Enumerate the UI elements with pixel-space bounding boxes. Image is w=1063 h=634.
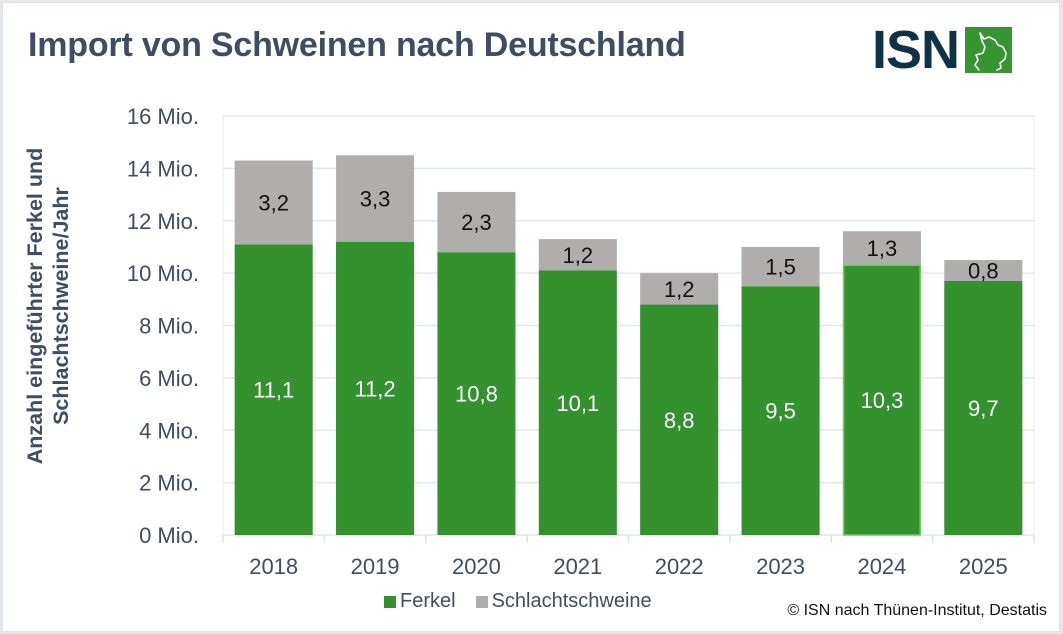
data-label-schlachtschweine-2021: 1,2 — [563, 243, 594, 268]
bar-ferkel-2019 — [336, 241, 415, 535]
data-label-schlachtschweine-2020: 2,3 — [461, 210, 492, 235]
bar-schlachtschweine-2024 — [842, 231, 921, 266]
data-label-ferkel-2018: 11,1 — [253, 378, 294, 403]
data-label-ferkel-2022: 8,8 — [664, 408, 695, 433]
y-tick-label: 10 Mio. — [127, 261, 199, 286]
y-tick-label: 12 Mio. — [127, 209, 199, 234]
x-tick-label-2025: 2025 — [959, 554, 1008, 579]
bar-ferkel-2018 — [234, 244, 313, 535]
chart-title: Import von Schweinen nach Deutschland — [28, 26, 686, 64]
isn-logo: ISN — [872, 20, 1013, 80]
legend-label-schlachtschweine: Schlachtschweine — [491, 590, 652, 612]
data-label-ferkel-2023: 9,5 — [765, 399, 796, 424]
bar-schlachtschweine-2020 — [437, 191, 516, 253]
data-label-schlachtschweine-2019: 3,3 — [360, 186, 391, 211]
x-tick-label-2024: 2024 — [857, 554, 906, 579]
data-label-schlachtschweine-2023: 1,5 — [765, 255, 796, 280]
x-tick-label-2022: 2022 — [655, 554, 704, 579]
x-tick-label-2018: 2018 — [249, 554, 298, 579]
y-tick-label: 4 Mio. — [139, 418, 199, 443]
data-label-schlachtschweine-2024: 1,3 — [867, 236, 898, 261]
bar-ferkel-2021 — [538, 270, 617, 535]
y-tick-label: 8 Mio. — [139, 314, 199, 339]
data-label-ferkel-2020: 10,8 — [455, 382, 498, 407]
data-label-ferkel-2021: 10,1 — [556, 391, 599, 416]
bar-schlachtschweine-2019 — [336, 155, 415, 242]
bar-schlachtschweine-2021 — [538, 239, 617, 271]
legend-item-ferkel: Ferkel — [384, 590, 456, 613]
source-note: © ISN nach Thünen-Institut, Destatis — [787, 602, 1047, 619]
bar-ferkel-2024 — [842, 265, 921, 535]
y-tick-label: 14 Mio. — [127, 156, 199, 181]
bar-ferkel-2023 — [741, 286, 820, 535]
data-label-schlachtschweine-2022: 1,2 — [664, 277, 695, 302]
bar-schlachtschweine-2022 — [640, 273, 719, 305]
legend: Ferkel Schlachtschweine — [384, 590, 672, 613]
y-tick-label: 2 Mio. — [139, 471, 199, 496]
legend-swatch-schlachtschweine — [475, 595, 488, 608]
y-tick-label: 6 Mio. — [139, 366, 199, 391]
data-label-ferkel-2025: 9,7 — [968, 396, 999, 421]
bar-ferkel-2020 — [437, 252, 516, 536]
data-label-ferkel-2024: 10,3 — [861, 388, 904, 413]
x-tick-label-2020: 2020 — [452, 554, 501, 579]
data-label-schlachtschweine-2025: 0,8 — [968, 259, 999, 284]
y-tick-label: 16 Mio. — [127, 104, 199, 129]
y-tick-label: 0 Mio. — [139, 523, 199, 548]
pig-outline-icon — [965, 27, 1013, 73]
bar-schlachtschweine-2025 — [944, 260, 1023, 281]
bar-ferkel-2025 — [944, 280, 1023, 535]
data-label-ferkel-2019: 11,2 — [354, 376, 395, 401]
bar-schlachtschweine-2018 — [234, 160, 313, 245]
bar-schlachtschweine-2023 — [741, 246, 820, 287]
data-label-schlachtschweine-2018: 3,2 — [258, 190, 289, 215]
x-tick-label-2021: 2021 — [553, 554, 602, 579]
logo-text: ISN — [872, 20, 960, 80]
bar-highlight-2024 — [842, 264, 921, 536]
x-tick-label-2019: 2019 — [351, 554, 400, 579]
bar-ferkel-2022 — [640, 304, 719, 535]
legend-swatch-ferkel — [384, 595, 396, 608]
x-tick-label-2023: 2023 — [756, 554, 805, 579]
legend-label-ferkel: Ferkel — [400, 590, 456, 612]
legend-item-schlachtschweine: Schlachtschweine — [475, 590, 652, 613]
